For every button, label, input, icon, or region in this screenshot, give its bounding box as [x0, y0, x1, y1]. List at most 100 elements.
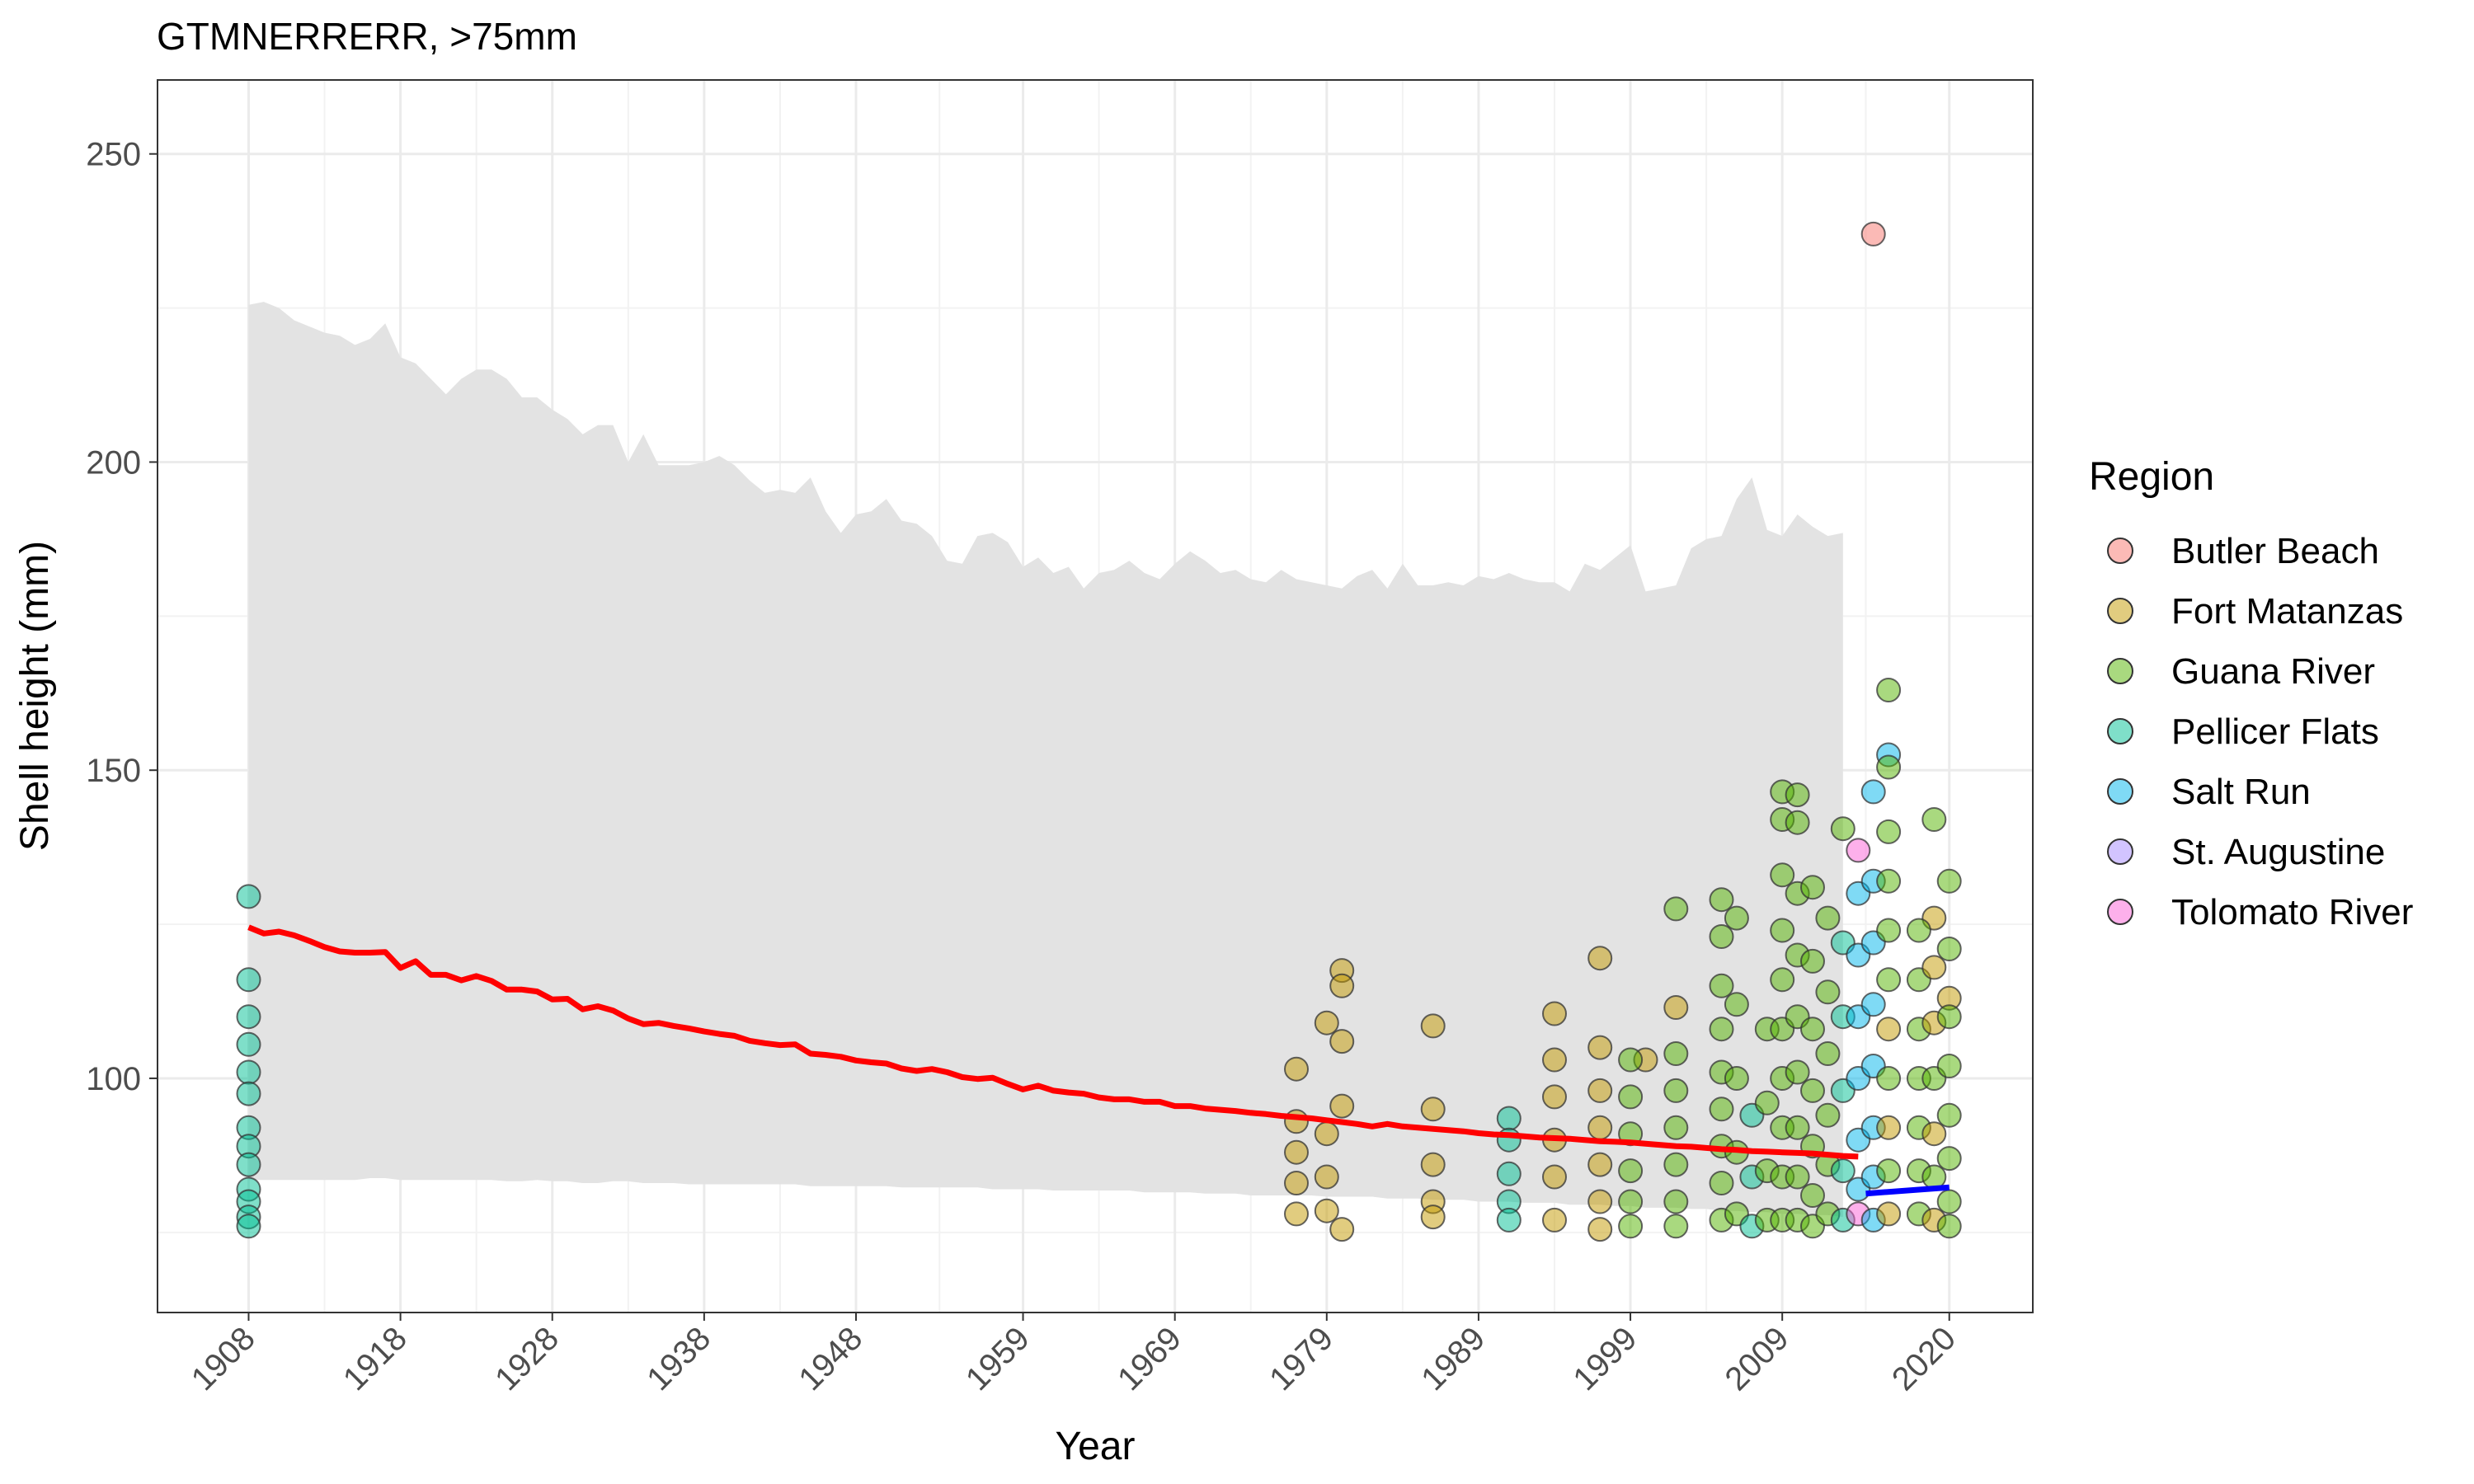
- legend-key: [2107, 718, 2133, 744]
- data-point: [1785, 1164, 1810, 1190]
- legend-label: Butler Beach: [2171, 531, 2379, 571]
- legend-key: [2107, 658, 2133, 684]
- y-axis: 100 150 200 250: [86, 137, 158, 1097]
- data-points: [236, 221, 1962, 1242]
- x-tick-label: 1948: [792, 1320, 869, 1397]
- plot-border: [157, 79, 2034, 1313]
- data-point: [1936, 1189, 1962, 1214]
- data-point: [1800, 875, 1825, 900]
- data-point: [1936, 1146, 1962, 1172]
- data-point: [1587, 1152, 1613, 1177]
- data-point: [1876, 754, 1902, 780]
- trend-line: [247, 924, 1859, 1160]
- legend-label: Salt Run: [2171, 772, 2311, 812]
- data-point: [1785, 782, 1810, 808]
- data-point: [1936, 1102, 1962, 1128]
- legend-key: [2107, 899, 2133, 925]
- confidence-ribbon: [248, 302, 1843, 1218]
- legend-title: Region: [2089, 455, 2214, 499]
- data-point: [1724, 1066, 1749, 1091]
- trend-lines: [247, 924, 1950, 1197]
- data-point: [1876, 967, 1902, 993]
- data-point: [1420, 1205, 1446, 1230]
- data-point: [1542, 1084, 1567, 1110]
- data-point: [1770, 967, 1795, 993]
- y-axis-title: Shell height (mm): [13, 541, 57, 851]
- data-point: [1830, 1158, 1856, 1184]
- data-point: [1542, 1207, 1567, 1233]
- data-point: [1785, 1059, 1810, 1085]
- data-point: [1921, 955, 1947, 980]
- x-tick-label: 2020: [1885, 1320, 1963, 1397]
- trend-line: [1865, 1184, 1950, 1197]
- data-point: [1284, 1201, 1309, 1227]
- chart-title: GTMNERRERR, >75mm: [157, 15, 577, 58]
- legend-label: Tolomato River: [2171, 892, 2413, 932]
- x-axis: 1908 1918 1928 1938 1948 1959 1969 1979 1989 1999…: [185, 1313, 1963, 1397]
- legend-label: Guana River: [2171, 651, 2375, 692]
- data-point: [1921, 1121, 1947, 1147]
- data-point: [1420, 1097, 1446, 1122]
- data-point: [1815, 1102, 1841, 1128]
- data-point: [1800, 1078, 1825, 1103]
- data-point: [1496, 1161, 1522, 1186]
- data-point: [1936, 1054, 1962, 1078]
- x-axis-title: Year: [1056, 1425, 1136, 1468]
- data-point: [1314, 1164, 1339, 1190]
- data-point: [236, 967, 261, 993]
- legend-label: Pellicer Flats: [2171, 711, 2379, 752]
- data-point: [236, 884, 261, 909]
- data-point: [1800, 948, 1825, 974]
- legend-key: [2107, 778, 2133, 805]
- data-point: [1663, 1115, 1689, 1140]
- data-point: [1876, 678, 1902, 702]
- data-point: [1709, 887, 1734, 913]
- data-point: [1420, 1013, 1446, 1039]
- data-point: [1314, 1121, 1339, 1147]
- data-point: [1542, 1001, 1567, 1026]
- ribbon-area: [248, 302, 1843, 1218]
- data-point: [1496, 1207, 1522, 1233]
- data-point: [1496, 1106, 1522, 1131]
- data-point: [1618, 1214, 1644, 1239]
- data-point: [1876, 868, 1902, 894]
- data-point: [1663, 1214, 1689, 1239]
- data-point: [1830, 816, 1856, 842]
- data-point: [1936, 937, 1962, 961]
- x-tick-label: 1979: [1263, 1320, 1340, 1397]
- data-point: [1724, 905, 1749, 931]
- data-point: [1663, 995, 1689, 1020]
- legend-key: [2107, 598, 2133, 624]
- data-point: [1770, 862, 1795, 888]
- x-tick-label: 1969: [1111, 1320, 1188, 1397]
- data-point: [1284, 1109, 1309, 1134]
- data-point: [1876, 918, 1902, 943]
- legend-key: [2107, 838, 2133, 865]
- data-point: [1815, 905, 1841, 931]
- data-point: [1284, 1056, 1309, 1082]
- data-point: [1329, 973, 1355, 998]
- data-point: [1618, 1084, 1644, 1110]
- legend-key: [2107, 538, 2133, 564]
- data-point: [1709, 1017, 1734, 1042]
- data-point: [1800, 1183, 1825, 1208]
- data-point: [1314, 1010, 1339, 1036]
- x-tick-label: 1959: [959, 1320, 1037, 1397]
- data-point: [1663, 1152, 1689, 1177]
- data-point: [1815, 1041, 1841, 1066]
- legend: Region Butler Beach Fort Matanzas Guana Ri…: [2089, 455, 2413, 932]
- data-point: [1329, 1217, 1355, 1242]
- data-point: [1420, 1152, 1446, 1177]
- data-point: [1709, 973, 1734, 998]
- data-point: [1542, 1164, 1567, 1190]
- data-point: [1846, 838, 1871, 863]
- x-tick-label: 2009: [1719, 1320, 1796, 1397]
- data-point: [1587, 1217, 1613, 1242]
- data-point: [1709, 1171, 1734, 1195]
- data-point: [1663, 896, 1689, 922]
- legend-label: St. Augustine: [2171, 832, 2385, 872]
- data-point: [1663, 1078, 1689, 1103]
- data-point: [1314, 1198, 1339, 1223]
- y-tick-label: 100: [86, 1061, 141, 1097]
- y-tick-label: 150: [86, 753, 141, 789]
